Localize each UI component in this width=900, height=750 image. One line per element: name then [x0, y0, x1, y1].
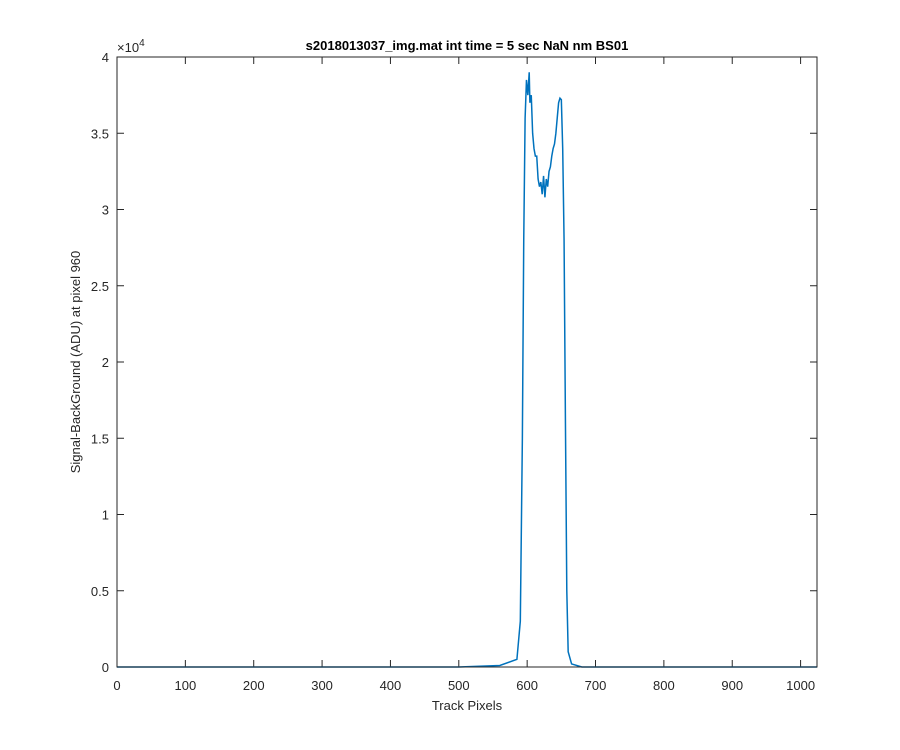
tick-labels-group: 0 100 200 300 400 500 600 700 800 900 1000 0 0.5 1 1.5… [91, 50, 815, 693]
x-tick-label: 300 [311, 678, 333, 693]
y-tick-label: 3.5 [91, 126, 109, 141]
y-tick-label: 4 [102, 50, 109, 65]
x-tick-label: 400 [380, 678, 402, 693]
x-tick-label: 0 [113, 678, 120, 693]
series-line [117, 72, 817, 668]
y-tick-label: 0 [102, 660, 109, 675]
x-tick-label: 100 [175, 678, 197, 693]
x-tick-label: 600 [516, 678, 538, 693]
y-tick-label: 1.5 [91, 431, 109, 446]
y-tick-label: 1 [102, 508, 109, 523]
y-axis-label: Signal-BackGround (ADU) at pixel 960 [68, 251, 83, 474]
y-exponent-power: 4 [139, 38, 145, 49]
y-exponent-label: ×104 [117, 38, 145, 55]
x-tick-label: 500 [448, 678, 470, 693]
y-tick-label: 0.5 [91, 584, 109, 599]
x-tick-label: 800 [653, 678, 675, 693]
x-tick-label: 900 [721, 678, 743, 693]
x-tick-label: 1000 [786, 678, 815, 693]
x-axis-label: Track Pixels [432, 698, 503, 713]
x-tick-label: 200 [243, 678, 265, 693]
y-tick-label: 3 [102, 203, 109, 218]
y-tick-label: 2 [102, 355, 109, 370]
y-tick-label: 2.5 [91, 279, 109, 294]
y-exponent-base: ×10 [117, 40, 139, 55]
x-tick-label: 700 [585, 678, 607, 693]
axes-background [117, 57, 817, 667]
axes-box [116, 56, 818, 668]
chart-title: s2018013037_img.mat int time = 5 sec NaN… [306, 38, 629, 53]
